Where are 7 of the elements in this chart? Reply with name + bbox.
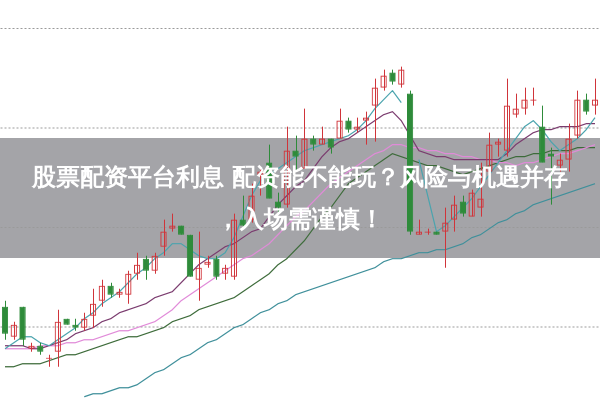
candlestick xyxy=(72,318,79,332)
candlestick xyxy=(583,93,590,116)
candlestick xyxy=(310,135,316,152)
candlestick xyxy=(460,195,466,218)
candlestick xyxy=(142,255,149,280)
candlestick xyxy=(37,342,44,356)
candlestick xyxy=(213,255,220,280)
